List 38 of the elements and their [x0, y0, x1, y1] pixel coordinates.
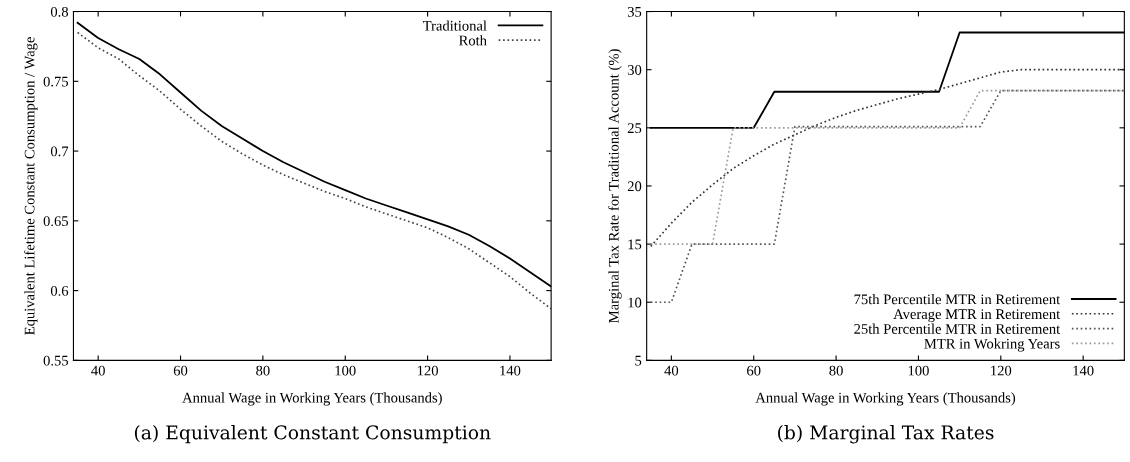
x-tick-label: 100: [335, 365, 356, 376]
x-tick-label: 140: [1073, 365, 1094, 376]
y-tick-label: 30: [627, 65, 642, 75]
x-tick-label: 80: [829, 365, 843, 376]
x-tick-label: 40: [91, 365, 105, 376]
y-axis-title: Marginal Tax Rate for Traditional Account (%): [608, 49, 622, 323]
y-tick-label: 20: [627, 181, 642, 192]
y-tick-label: 0.75: [43, 76, 69, 87]
y-tick-label: 10: [628, 297, 642, 308]
x-tick-label: 100: [908, 365, 929, 376]
x-tick-label: 120: [417, 365, 438, 376]
x-tick-label: 60: [173, 365, 188, 376]
x-tick-label: 80: [256, 365, 270, 376]
y-tick-label: 0.55: [43, 355, 69, 366]
y-tick-label: 35: [627, 6, 642, 17]
y-tick-label: 0.8: [50, 6, 69, 17]
x-tick-label: 120: [991, 365, 1012, 376]
y-tick-label: 15: [628, 239, 642, 250]
legend-label: MTR in Wokring Years: [924, 338, 1060, 352]
y-tick-label: 0.7: [50, 146, 69, 157]
x-axis-title: Annual Wage in Working Years (Thousands): [755, 392, 1016, 406]
text: (a) Equivalent Constant Consumption: [134, 424, 491, 444]
legend-label: 75th Percentile MTR in Retirement: [854, 293, 1061, 305]
y-tick-label: 5: [635, 355, 642, 366]
x-tick-label: 60: [747, 365, 761, 376]
y-tick-label: 0.65: [43, 216, 69, 227]
y-tick-label: 25: [627, 123, 642, 134]
legend-label: Roth: [459, 35, 487, 46]
y-axis-title: Equivalent Lifetime Constant Consumption / Wage: [24, 37, 38, 335]
text: (b) Marginal Tax Rates: [778, 424, 994, 444]
legend-label: 25th Percentile MTR in Retirement: [854, 323, 1061, 334]
legend-label: Traditional: [422, 20, 487, 31]
x-tick-label: 140: [500, 365, 521, 376]
x-axis-title: Annual Wage in Working Years (Thousands): [182, 392, 442, 406]
legend-label: Average MTR in Retirement: [893, 309, 1061, 323]
x-tick-label: 40: [664, 365, 679, 376]
line-series: [649, 89, 1125, 304]
y-tick-label: 0.6: [50, 285, 69, 296]
